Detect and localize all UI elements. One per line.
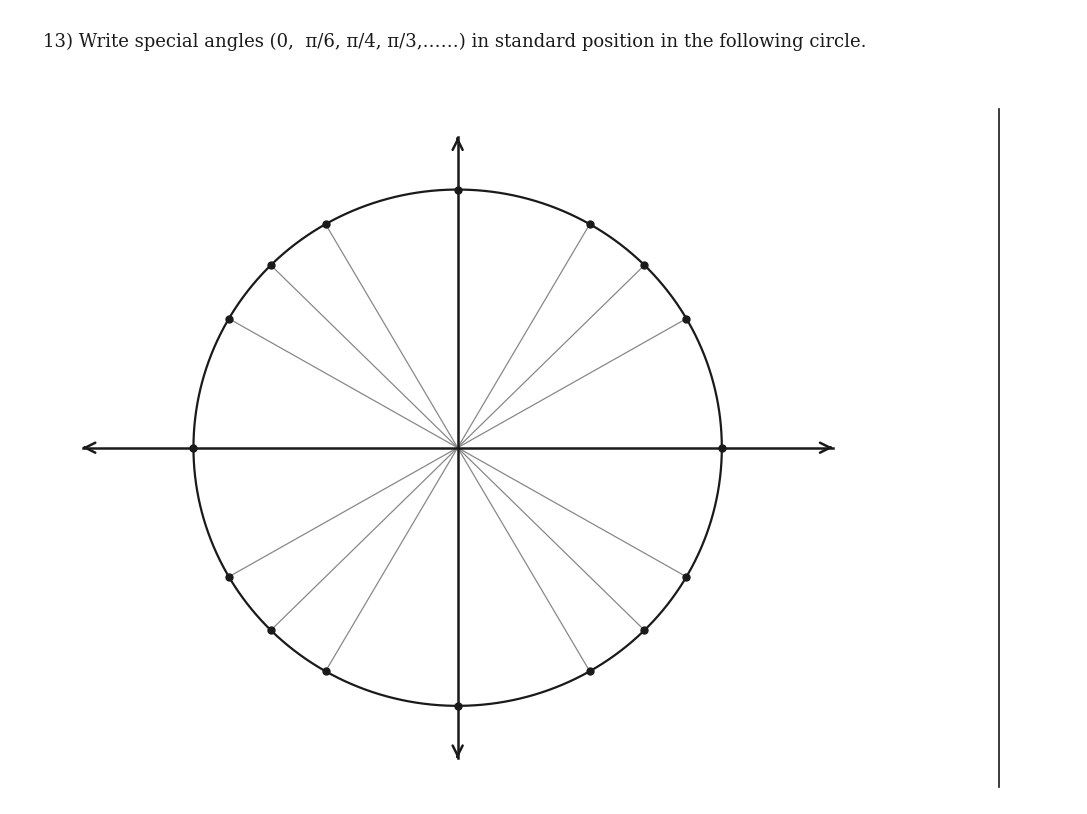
Text: 13) Write special angles (0,  π/6, π/4, π/3,……) in standard position in the foll: 13) Write special angles (0, π/6, π/4, π…	[43, 33, 867, 50]
